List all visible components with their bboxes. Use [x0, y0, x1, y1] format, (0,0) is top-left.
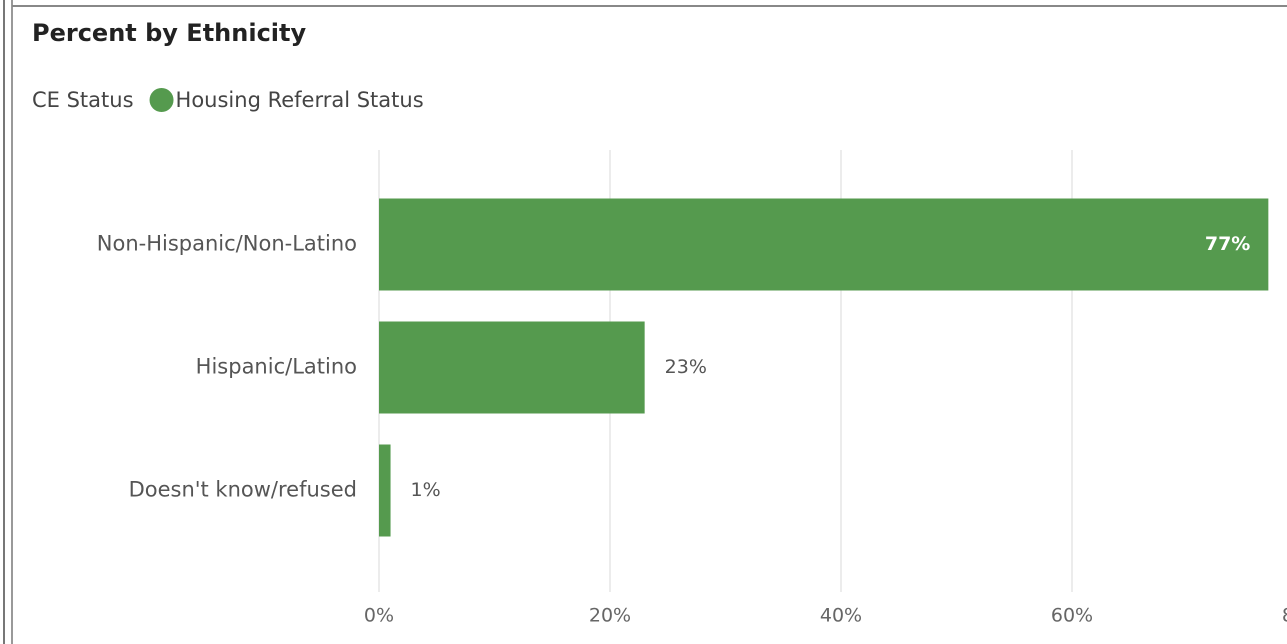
- value-label: 1%: [411, 479, 441, 501]
- legend-title: CE Status: [32, 88, 134, 112]
- chart-title: Percent by Ethnicity: [32, 19, 306, 47]
- x-tick-label: 0%: [364, 605, 394, 627]
- bar: [379, 198, 1269, 291]
- y-tick-label: Non-Hispanic/Non-Latino: [97, 232, 357, 256]
- value-label: 77%: [1205, 233, 1250, 255]
- x-tick-label: 80%: [1282, 605, 1287, 627]
- x-tick-label: 40%: [820, 605, 862, 627]
- legend-label: Housing Referral Status: [176, 88, 424, 112]
- y-tick-label: Doesn't know/refused: [129, 478, 357, 502]
- x-tick-label: 20%: [589, 605, 631, 627]
- bar: [379, 444, 391, 537]
- x-tick-label: 60%: [1051, 605, 1093, 627]
- legend-marker: [149, 88, 174, 112]
- y-tick-label: Hispanic/Latino: [196, 355, 357, 379]
- value-label: 23%: [665, 356, 707, 378]
- bar: [379, 321, 645, 414]
